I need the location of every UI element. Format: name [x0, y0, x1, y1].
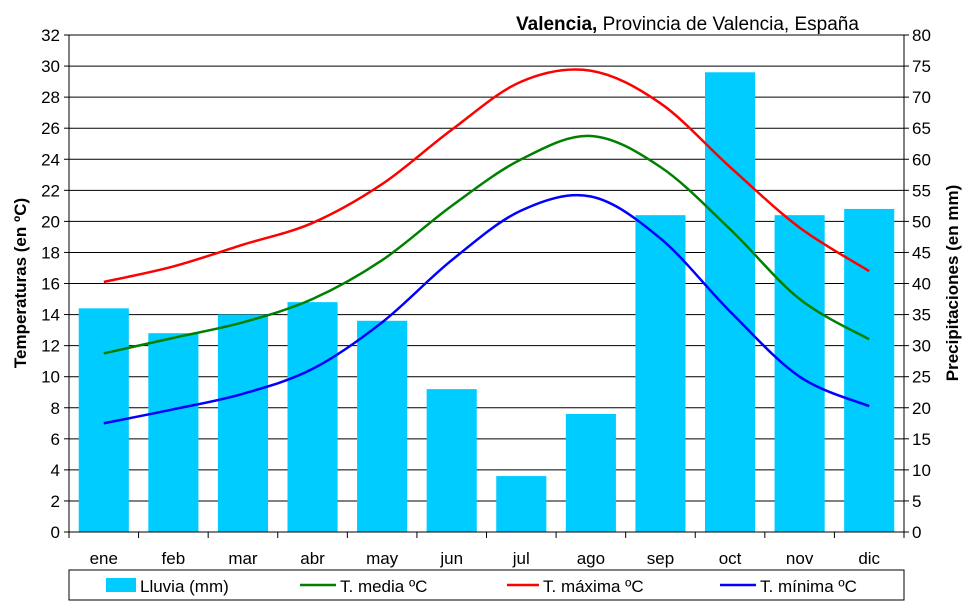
legend-label: T. mínima ºC	[760, 577, 857, 596]
right-tick-label: 40	[912, 275, 931, 294]
left-tick-label: 18	[41, 243, 60, 262]
x-tick-label: ene	[90, 549, 118, 568]
left-tick-label: 0	[51, 523, 60, 542]
legend-label: T. media ºC	[340, 577, 427, 596]
y-axis-right-title: Precipitaciones (en mm)	[943, 185, 962, 382]
left-tick-label: 24	[41, 150, 60, 169]
right-tick-label: 70	[912, 88, 931, 107]
left-tick-label: 12	[41, 337, 60, 356]
chart-title-city: Valencia,	[516, 14, 597, 35]
right-tick-label: 20	[912, 399, 931, 418]
rain-bar	[426, 389, 477, 532]
rain-bar	[565, 413, 616, 532]
x-axis-ticks: ene feb mar abr may jun jul ago sep oct nov dic	[68, 532, 905, 568]
right-axis-ticks: 0 5 10 15 20 25 30 35 40 45 50 55 60 65 70 75 80	[904, 26, 931, 542]
left-tick-label: 4	[51, 461, 60, 480]
left-tick-label: 8	[51, 399, 60, 418]
x-tick-label: may	[366, 549, 399, 568]
right-tick-label: 30	[912, 337, 931, 356]
x-tick-label: ago	[577, 549, 605, 568]
rain-bar	[774, 215, 825, 532]
right-tick-label: 10	[912, 461, 931, 480]
right-tick-label: 80	[912, 26, 931, 45]
y-axis-left-title: Temperaturas (en ºC)	[11, 198, 30, 368]
right-tick-label: 50	[912, 212, 931, 231]
rain-bar	[357, 320, 408, 532]
max-temp-line	[103, 68, 870, 284]
x-tick-label: jun	[439, 549, 463, 568]
bar-series	[78, 72, 895, 533]
line-series	[103, 68, 870, 425]
right-tick-label: 15	[912, 430, 931, 449]
right-tick-label: 55	[912, 181, 931, 200]
right-tick-label: 75	[912, 57, 931, 76]
x-tick-label: mar	[228, 549, 258, 568]
right-tick-label: 5	[912, 492, 921, 511]
x-tick-label: oct	[719, 549, 742, 568]
x-tick-label: sep	[647, 549, 674, 568]
rain-bar	[148, 333, 199, 532]
rain-bar	[704, 72, 756, 533]
mean-temp-line	[103, 134, 870, 355]
left-tick-label: 20	[41, 212, 60, 231]
rain-bar	[217, 314, 269, 532]
right-tick-label: 35	[912, 306, 931, 325]
left-tick-label: 16	[41, 275, 60, 294]
left-tick-label: 10	[41, 368, 60, 387]
x-tick-label: nov	[786, 549, 814, 568]
rain-bar	[844, 208, 895, 532]
chart-title: Valencia, Provincia de Valencia, España	[516, 14, 859, 35]
right-tick-label: 65	[912, 119, 931, 138]
x-tick-label: feb	[162, 549, 186, 568]
left-tick-label: 14	[41, 306, 60, 325]
left-tick-label: 30	[41, 57, 60, 76]
rain-bar	[635, 215, 686, 532]
x-tick-label: dic	[858, 549, 880, 568]
left-tick-label: 26	[41, 119, 60, 138]
legend-label: T. máxima ºC	[543, 577, 644, 596]
x-tick-label: abr	[300, 549, 325, 568]
right-tick-label: 0	[912, 523, 921, 542]
min-temp-line	[103, 193, 870, 425]
left-tick-label: 6	[51, 430, 60, 449]
chart-title-region: Provincia de Valencia, España	[597, 14, 859, 35]
legend-swatch-rain	[106, 578, 136, 592]
rain-bar	[496, 476, 547, 532]
right-tick-label: 45	[912, 243, 931, 262]
legend-label: Lluvia (mm)	[140, 577, 229, 596]
right-tick-label: 60	[912, 150, 931, 169]
right-tick-label: 25	[912, 368, 931, 387]
legend: Lluvia (mm) T. media ºC T. máxima ºC T. mín…	[68, 569, 905, 601]
legend-box	[68, 569, 905, 601]
x-tick-label: jul	[512, 549, 530, 568]
left-tick-label: 2	[51, 492, 60, 511]
left-tick-label: 22	[41, 181, 60, 200]
gridlines	[69, 65, 904, 502]
rain-bar	[287, 302, 338, 532]
left-tick-label: 32	[41, 26, 60, 45]
left-tick-label: 28	[41, 88, 60, 107]
